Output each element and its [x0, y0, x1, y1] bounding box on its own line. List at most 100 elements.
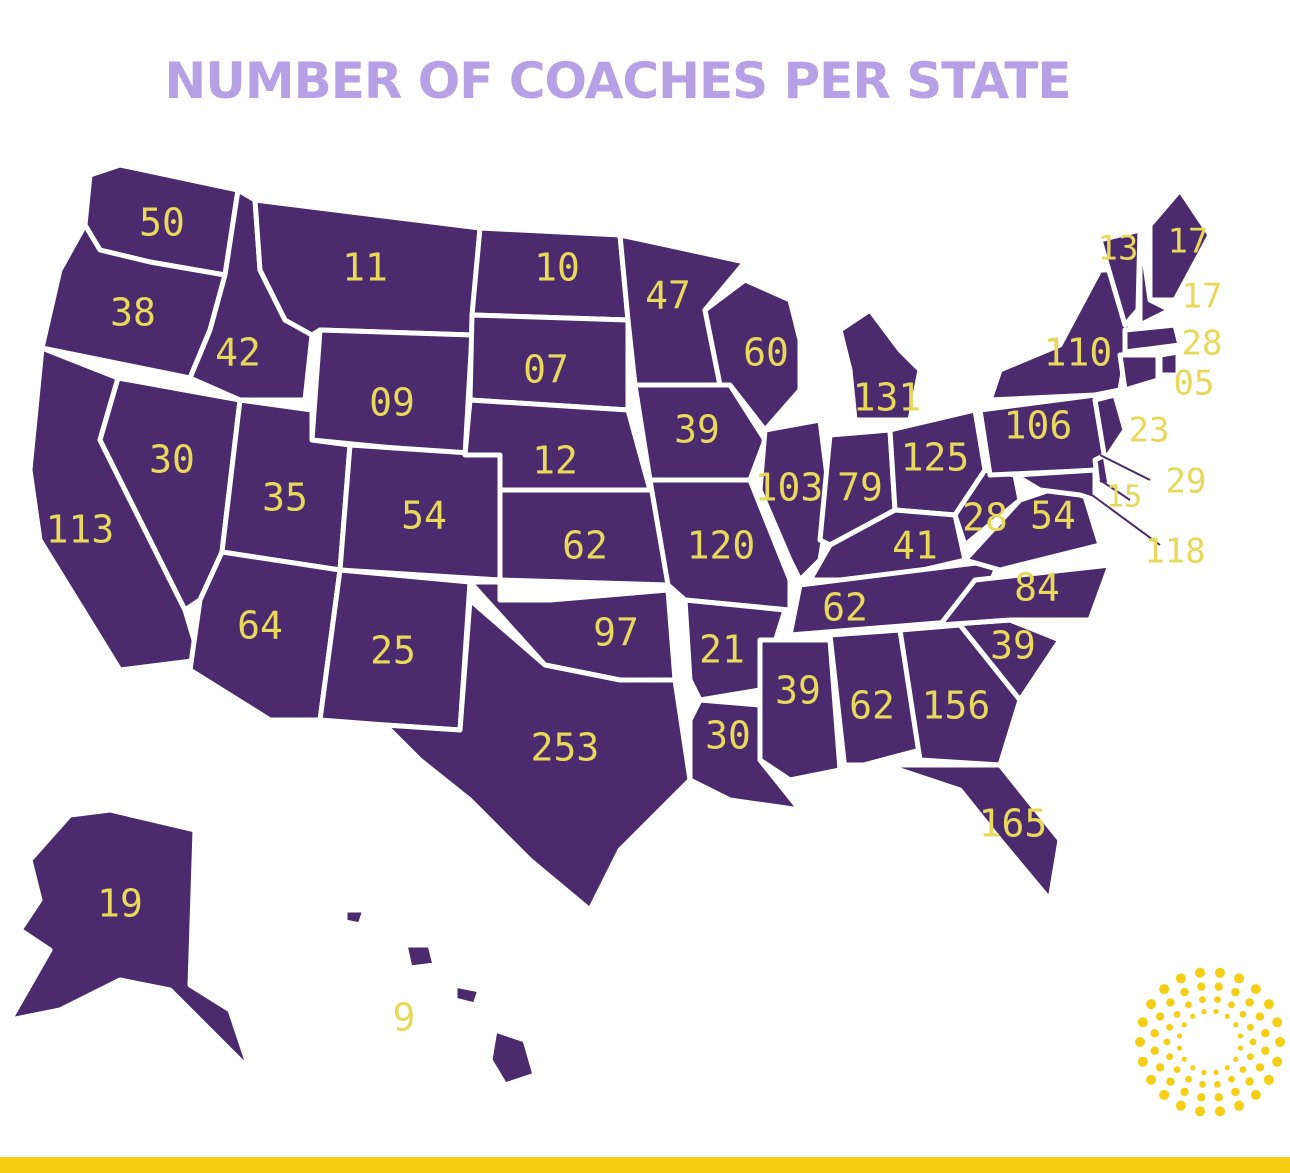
label-nm: 25	[370, 629, 416, 673]
logo-dot	[1228, 1001, 1235, 1009]
label-sd: 07	[523, 348, 569, 392]
logo-dot	[1195, 1106, 1206, 1117]
label-me: 17	[1168, 222, 1209, 262]
state-mo[interactable]	[647, 477, 793, 613]
logo-dot	[1250, 1089, 1261, 1100]
logo-dot	[1190, 1065, 1196, 1071]
label-wv: 28	[962, 496, 1008, 540]
label-ne: 12	[532, 439, 578, 483]
label-ca: 113	[46, 508, 115, 552]
logo-dot	[1190, 1013, 1196, 1019]
logo-dot	[1214, 982, 1223, 991]
logo-dot	[1239, 1010, 1247, 1018]
logo-dot	[1214, 1106, 1225, 1117]
logo-dot	[1214, 967, 1225, 978]
label-ia: 39	[674, 408, 720, 452]
label-mi: 131	[853, 376, 922, 420]
state-hi-3[interactable]	[452, 982, 483, 1008]
label-nj: 29	[1166, 462, 1207, 502]
state-wi[interactable]	[702, 277, 803, 433]
logo-dot	[1272, 1056, 1283, 1067]
label-ga: 156	[922, 684, 991, 728]
map-title: NUMBER OF COACHES PER STATE	[164, 52, 1071, 110]
state-ia[interactable]	[632, 382, 768, 483]
logo-dot	[1224, 1013, 1230, 1019]
logo-dot	[1137, 1017, 1148, 1028]
logo-dot	[1231, 987, 1240, 997]
state-tx[interactable]	[382, 597, 693, 913]
label-ct: 23	[1129, 411, 1170, 451]
label-tn: 62	[822, 586, 868, 630]
state-ms[interactable]	[757, 637, 843, 783]
label-id: 42	[215, 331, 261, 375]
logo-dot	[1228, 1075, 1235, 1083]
logo-dot	[1197, 982, 1206, 991]
accent-bar	[0, 1157, 1290, 1173]
logo-dot	[1173, 1010, 1181, 1018]
state-nh[interactable]	[1137, 227, 1173, 328]
label-az: 64	[237, 604, 283, 648]
logo-dot	[1247, 1023, 1254, 1031]
logo-dot	[1255, 1012, 1265, 1021]
de-leader-line	[1099, 479, 1131, 501]
logo-dot	[1272, 1017, 1283, 1028]
label-in: 79	[837, 466, 883, 510]
logo-dot	[1163, 1038, 1171, 1046]
label-fl: 165	[979, 802, 1048, 846]
state-ak[interactable]	[7, 807, 253, 1073]
logo-dot	[1181, 1022, 1187, 1028]
logo-dot	[1247, 1053, 1254, 1061]
logo-dot	[1185, 1001, 1192, 1009]
logo-dot	[1176, 1033, 1183, 1039]
logo-dot	[1135, 1037, 1145, 1047]
label-ky: 41	[892, 524, 938, 568]
state-il[interactable]	[757, 417, 833, 583]
logo-dot	[1261, 1029, 1270, 1038]
state-hi-2[interactable]	[402, 942, 438, 971]
label-va: 54	[1030, 494, 1076, 538]
logo-dot	[1159, 984, 1170, 995]
logo-dot	[1175, 1100, 1186, 1111]
logo-dot	[1146, 1074, 1157, 1085]
label-nd: 10	[534, 246, 580, 290]
label-ak: 19	[97, 882, 143, 926]
state-nc[interactable]	[937, 562, 1113, 628]
logo-dot	[1166, 998, 1175, 1007]
state-ct[interactable]	[1117, 352, 1161, 393]
label-de: 15	[1106, 480, 1142, 515]
state-hi-4[interactable]	[487, 1027, 538, 1088]
logo-dot	[1166, 1077, 1175, 1086]
label-sc: 39	[990, 624, 1036, 668]
logo-dot	[1245, 1077, 1254, 1086]
state-ma[interactable]	[1122, 322, 1183, 355]
logo-dot	[1224, 1065, 1230, 1071]
logo-dot	[1180, 1087, 1189, 1097]
logo-dot	[1166, 1053, 1173, 1061]
label-md: 118	[1144, 532, 1205, 572]
logo-dot	[1261, 1046, 1270, 1055]
label-ri: 05	[1174, 364, 1215, 404]
label-vt: 13	[1098, 229, 1139, 269]
logo-dot	[1155, 1012, 1165, 1021]
state-fl[interactable]	[842, 762, 1063, 903]
label-or: 38	[110, 291, 156, 335]
label-nv: 30	[149, 438, 195, 482]
logo-dot	[1234, 973, 1245, 984]
state-md[interactable]	[1012, 467, 1098, 503]
state-hi[interactable]	[342, 907, 368, 928]
label-wy: 09	[369, 381, 415, 425]
logo-dot	[1263, 1074, 1274, 1085]
logo-dot	[1233, 1056, 1239, 1062]
label-ms: 39	[775, 669, 821, 713]
state-nj[interactable]	[1092, 392, 1128, 463]
logo-dot	[1146, 999, 1157, 1010]
state-mi[interactable]	[837, 307, 923, 423]
label-nc: 84	[1014, 566, 1060, 610]
logo-dot	[1213, 1069, 1219, 1076]
label-mo: 120	[687, 524, 756, 568]
state-wv[interactable]	[952, 467, 1023, 548]
logo-dot	[1150, 1046, 1159, 1055]
sunburst-dots-icon	[1135, 967, 1285, 1117]
logo-dot	[1159, 1089, 1170, 1100]
logo-dot	[1263, 999, 1274, 1010]
